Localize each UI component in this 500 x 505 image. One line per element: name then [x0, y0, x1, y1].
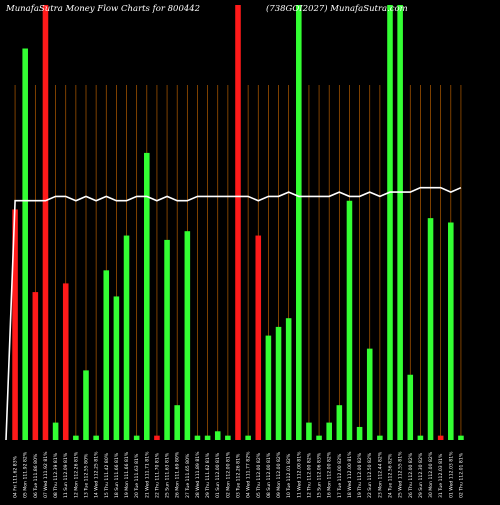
x-tick-label: 12 Thu 112.00 82% [306, 452, 312, 498]
x-tick-label: 24 Tue 112.56 82% [388, 453, 394, 498]
bar [417, 435, 424, 440]
bar [184, 231, 191, 440]
chart-subtitle: (738GOI2027) MunafaSutra.com [266, 3, 408, 14]
x-tick-label: 31 Tue 112.03 81% [438, 453, 444, 498]
bar [346, 200, 353, 440]
x-tick-label: 04 Wed 111.77 82% [246, 451, 252, 498]
bar [83, 370, 89, 440]
bar [366, 348, 373, 440]
x-tick-label: 05 Thu 112.00 82% [256, 452, 262, 498]
bar [42, 5, 49, 440]
x-tick-label: 15 Thu 111.42 80% [104, 452, 110, 498]
bar [93, 435, 99, 440]
bar [103, 270, 110, 440]
bar [397, 5, 403, 440]
x-tick-label: 05 Mon 111.92 82% [23, 451, 29, 498]
x-tick-label: 01 Wed 112.03 81% [448, 451, 454, 498]
x-tick-label: 18 Sun 111.66 81% [114, 452, 120, 498]
bar [245, 435, 251, 440]
x-tick-label: 13 Tue 112.55 80% [84, 453, 90, 498]
x-tick-label: 14 Wed 112.25 81% [94, 451, 100, 498]
x-tick-label: 11 Sun 112.09 81% [63, 452, 69, 498]
bar [164, 239, 170, 440]
bar [113, 296, 120, 440]
bar [133, 435, 140, 440]
x-tick-label: 18 Wed 112.00 81% [347, 451, 353, 498]
bar [144, 152, 150, 440]
x-tick-label: 11 Wed 112.00 81% [296, 451, 302, 498]
bar [22, 48, 28, 440]
x-tick-label: 03 Tue 112.26 81% [236, 453, 242, 498]
x-tick-label: 12 Mon 112.26 81% [73, 451, 79, 498]
bar [377, 435, 383, 440]
x-tick-label: 09 Mon 112.00 82% [276, 451, 282, 498]
bar [154, 435, 160, 440]
bar [214, 431, 221, 440]
x-tick-labels: 04 Fri 111.62 83% 05 Mon 111.92 82% 06 Tue… [13, 451, 465, 498]
x-tick-label: 16 Mon 112.00 82% [327, 451, 333, 498]
bar [356, 426, 363, 440]
bar [265, 335, 272, 440]
x-tick-label: 29 Sun 112.30 82% [418, 452, 424, 498]
x-tick-label: 15 Sun 112.06 83% [317, 452, 323, 498]
x-tick-label: 26 Mon 111.69 80% [175, 451, 181, 498]
x-tick-label: 10 Tue 112.01 82% [286, 453, 292, 498]
x-tick-label: 22 Thu 111.70 81% [154, 452, 160, 498]
bar [204, 435, 211, 440]
bar [174, 405, 180, 440]
bar [437, 435, 444, 440]
chart-title: MunafaSutra Money Flow Charts for 800442 [5, 4, 200, 14]
bar [32, 292, 39, 440]
x-tick-label: 08 Thu 112.39 81% [53, 452, 59, 498]
x-tick-label: 27 Tue 111.65 80% [185, 453, 191, 498]
bar [194, 435, 201, 440]
bar [427, 218, 434, 440]
x-tick-label: 19 Thu 112.00 82% [357, 452, 363, 498]
bar [387, 5, 393, 440]
bar [123, 235, 130, 440]
x-tick-label: 26 Thu 112.00 82% [408, 452, 414, 498]
bar [225, 435, 231, 440]
x-tick-label: 02 Mon 112.00 81% [225, 451, 231, 498]
bar [296, 5, 302, 440]
x-tick-label: 30 Mon 112.00 82% [428, 451, 434, 498]
bar [73, 435, 79, 440]
x-tick-label: 28 Wed 111.89 81% [195, 451, 201, 498]
x-tick-label: 29 Thu 111.62 81% [205, 452, 211, 498]
bar [458, 435, 464, 440]
bar [52, 422, 59, 440]
x-tick-label: 23 Mon 112.44 82% [377, 451, 383, 498]
bars [12, 5, 464, 440]
bar [448, 222, 454, 440]
x-tick-label: 17 Tue 112.00 82% [337, 453, 343, 498]
x-tick-label: 25 Wed 112.55 81% [398, 451, 404, 498]
bar [62, 283, 69, 440]
bar [316, 435, 322, 440]
x-tick-label: 20 Tue 111.63 81% [134, 453, 140, 498]
x-tick-label: 04 Fri 111.62 83% [13, 455, 19, 498]
bar [326, 422, 332, 440]
x-tick-label: 08 Sun 112.00 81% [266, 452, 272, 498]
x-tick-label: 21 Wed 111.71 81% [144, 451, 150, 498]
bar [12, 209, 18, 440]
bar [336, 405, 343, 440]
x-tick-label: 22 Sun 112.50 82% [367, 452, 373, 498]
x-tick-label: 07 Wed 111.92 81% [43, 451, 49, 498]
x-tick-label: 06 Tue 111.86 80% [33, 453, 39, 498]
bar [235, 5, 241, 440]
bar [255, 235, 262, 440]
bar [285, 318, 292, 440]
x-tick-label: 25 Sun 111.63 81% [165, 452, 171, 498]
bar [407, 374, 414, 440]
x-tick-label: 02 Thu 112.01 81% [458, 452, 464, 498]
x-tick-label: 01 Sun 112.00 81% [215, 452, 221, 498]
trend-line [5, 186, 462, 441]
x-tick-label: 19 Mon 111.66 81% [124, 451, 130, 498]
bar [275, 326, 282, 440]
bar [306, 422, 312, 440]
